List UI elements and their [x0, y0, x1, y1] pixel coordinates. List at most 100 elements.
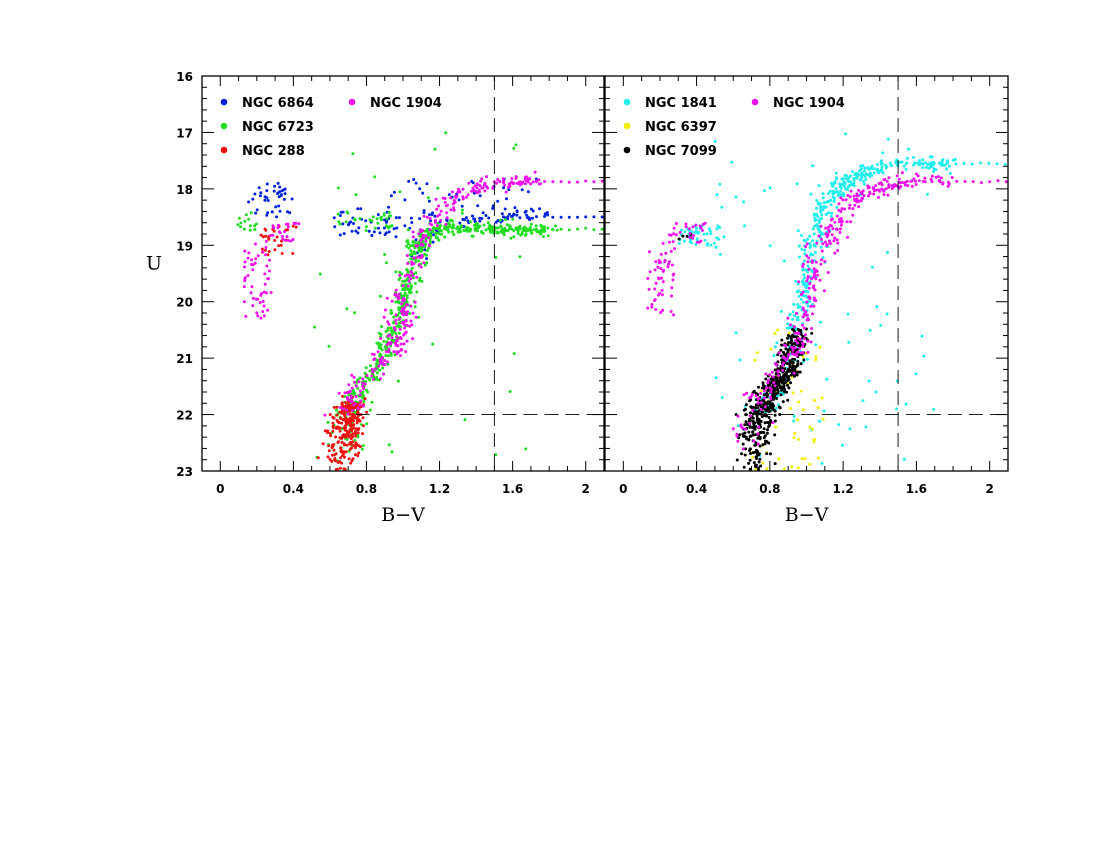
- data-point-ngc-6723: [450, 226, 454, 230]
- data-point-ngc-7099: [750, 473, 753, 476]
- data-point-ngc-7099: [734, 413, 738, 416]
- data-point-ngc-1841: [923, 161, 927, 165]
- data-point-ngc-1904: [534, 180, 538, 184]
- data-point-ngc-1841: [830, 211, 834, 215]
- data-point-ngc-288: [277, 244, 281, 248]
- data-point-ngc-1904: [419, 265, 423, 269]
- data-point-ngc-1904: [650, 305, 654, 309]
- data-point-ngc-1904: [855, 198, 859, 202]
- data-point-ngc-7099: [786, 343, 790, 347]
- data-point-ngc-6723: [502, 233, 506, 237]
- data-point-ngc-6723: [426, 196, 430, 200]
- data-point-ngc-1904: [461, 187, 465, 191]
- data-point-ngc-6864: [255, 208, 259, 212]
- data-point-ngc-1841: [821, 208, 825, 212]
- data-point-ngc-1904: [399, 342, 403, 346]
- data-point-ngc-288: [275, 235, 279, 239]
- data-point-ngc-1904: [786, 316, 790, 320]
- data-point-ngc-6864: [347, 223, 350, 227]
- data-point-ngc-1904: [405, 323, 409, 327]
- data-point-ngc-1904: [477, 188, 481, 192]
- data-point-ngc-288: [345, 443, 349, 447]
- data-point-ngc-1904: [383, 308, 387, 312]
- data-point-ngc-6723: [520, 230, 524, 234]
- data-point-ngc-6864: [277, 204, 281, 208]
- data-point-ngc-7099: [748, 467, 752, 471]
- data-point-ngc-6864: [265, 213, 269, 217]
- data-point-ngc-1904: [804, 333, 807, 337]
- data-point-ngc-1904: [832, 239, 836, 243]
- data-point-ngc-1841: [812, 212, 816, 216]
- data-point-ngc-1904: [421, 235, 425, 239]
- data-point-ngc-6864: [576, 215, 579, 219]
- data-point-ngc-1904: [399, 354, 402, 358]
- data-point-ngc-1904: [759, 391, 763, 395]
- data-point-ngc-6723: [443, 227, 447, 231]
- data-point-ngc-1841: [792, 419, 796, 423]
- data-point-ngc-1904: [353, 380, 357, 384]
- data-point-ngc-288: [332, 416, 336, 420]
- data-point-ngc-1904: [351, 409, 355, 412]
- data-point-ngc-1904: [797, 280, 801, 284]
- data-point-ngc-6864: [394, 216, 398, 220]
- data-point-ngc-6723: [398, 190, 402, 194]
- data-point-ngc-288: [332, 405, 336, 409]
- data-point-ngc-7099: [810, 331, 814, 335]
- data-point-ngc-1904: [397, 296, 401, 300]
- data-point-ngc-1904: [445, 211, 449, 215]
- data-point-ngc-1904: [361, 377, 365, 381]
- data-point-ngc-6723: [390, 332, 394, 336]
- data-point-ngc-7099: [760, 415, 764, 419]
- data-point-ngc-6397: [797, 400, 801, 404]
- data-point-ngc-1904: [243, 260, 247, 264]
- data-point-ngc-6723: [385, 217, 389, 221]
- data-point-ngc-1904: [285, 235, 289, 239]
- data-point-ngc-6723: [436, 231, 440, 235]
- data-point-ngc-288: [263, 248, 267, 252]
- data-point-ngc-1904: [452, 208, 456, 212]
- data-point-ngc-1904: [371, 370, 375, 374]
- data-point-ngc-6723: [528, 225, 532, 229]
- data-point-ngc-1904: [839, 227, 842, 231]
- data-point-ngc-1904: [825, 243, 829, 246]
- data-point-ngc-7099: [766, 401, 770, 405]
- data-point-ngc-1841: [768, 186, 772, 190]
- data-point-ngc-7099: [762, 403, 766, 406]
- data-point-ngc-6723: [417, 259, 421, 263]
- data-point-ngc-1841: [932, 160, 936, 164]
- data-point-ngc-1841: [805, 283, 809, 287]
- data-point-ngc-1841: [803, 276, 806, 280]
- data-point-ngc-288: [346, 421, 350, 425]
- data-point-ngc-6723: [443, 235, 447, 239]
- data-point-ngc-6397: [803, 457, 807, 461]
- data-point-ngc-1904: [424, 234, 428, 238]
- legend-label: NGC 288: [242, 144, 305, 159]
- data-point-ngc-1904: [251, 304, 255, 308]
- data-point-ngc-1841: [872, 171, 876, 175]
- data-point-ngc-1904: [403, 306, 407, 309]
- data-point-ngc-1904: [890, 187, 894, 190]
- data-point-ngc-6723: [502, 228, 505, 232]
- data-point-ngc-1904: [827, 225, 830, 229]
- data-point-ngc-6864: [259, 191, 263, 195]
- data-point-ngc-1841: [881, 171, 885, 175]
- legend-label: NGC 1904: [370, 96, 442, 111]
- data-point-ngc-6723: [471, 234, 475, 238]
- x-tick-label: 0: [216, 482, 224, 496]
- data-point-ngc-6723: [336, 186, 340, 190]
- data-point-ngc-1904: [409, 304, 413, 308]
- data-point-ngc-6723: [488, 226, 492, 230]
- data-point-ngc-1904: [256, 297, 260, 301]
- data-point-ngc-1904: [756, 397, 760, 401]
- data-point-ngc-1904: [820, 237, 823, 241]
- data-point-ngc-1904: [809, 304, 813, 308]
- data-point-ngc-6397: [792, 436, 796, 439]
- data-point-ngc-1904: [443, 200, 447, 204]
- data-point-ngc-6723: [518, 255, 522, 259]
- data-point-ngc-1904: [887, 185, 891, 189]
- data-point-ngc-288: [340, 421, 344, 425]
- data-point-ngc-1841: [932, 167, 936, 171]
- data-point-ngc-1904: [669, 249, 673, 253]
- data-point-ngc-1904: [684, 222, 688, 226]
- data-point-ngc-1904: [361, 381, 365, 385]
